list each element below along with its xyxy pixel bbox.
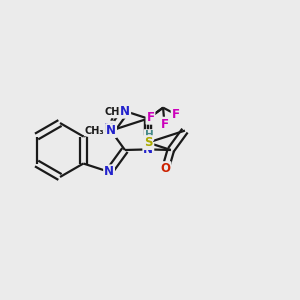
Text: N: N <box>120 105 130 118</box>
Text: O: O <box>160 162 170 175</box>
Text: F: F <box>172 108 180 121</box>
Text: CH₃: CH₃ <box>85 126 104 136</box>
Text: N: N <box>143 143 153 156</box>
Text: N: N <box>106 124 116 137</box>
Text: N: N <box>104 122 114 135</box>
Text: F: F <box>160 118 169 131</box>
Text: CH₃: CH₃ <box>104 107 124 118</box>
Text: F: F <box>146 111 154 124</box>
Text: N: N <box>104 165 114 178</box>
Text: S: S <box>144 136 152 149</box>
Text: H: H <box>145 130 153 140</box>
